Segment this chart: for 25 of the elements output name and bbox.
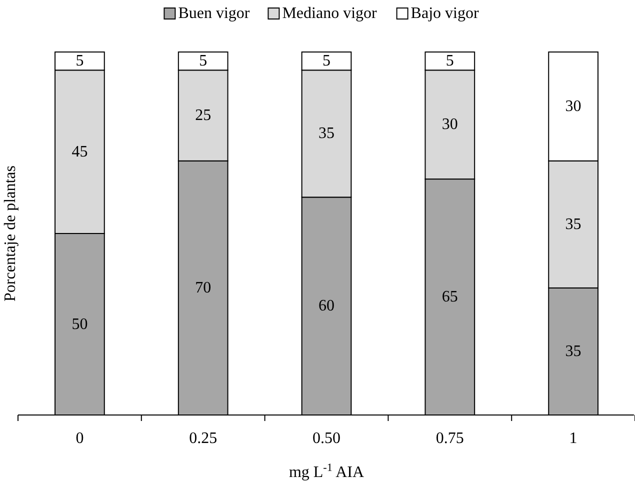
x-tick-label: 1 (569, 430, 578, 447)
x-axis-title: mg L$^{-1}$ AIA (288, 462, 364, 481)
data-label: 35 (318, 125, 334, 142)
x-tick-label: 0.25 (189, 430, 218, 447)
data-label: 5 (199, 52, 208, 70)
legend-label: Bajo vigor (410, 5, 480, 22)
data-label: 50 (72, 316, 88, 333)
data-label: 5 (322, 52, 330, 70)
data-label: 30 (565, 98, 582, 115)
y-axis-title: Porcentaje de plantas (2, 166, 19, 302)
legend-label: Mediano vigor (282, 5, 378, 22)
data-label: 70 (195, 279, 212, 296)
x-tick-label: 0.50 (312, 430, 340, 447)
data-label: 45 (72, 143, 88, 160)
data-label: 35 (565, 342, 582, 360)
x-tick-label: 0.75 (436, 430, 464, 447)
data-label: 5 (76, 52, 84, 70)
data-label: 35 (565, 216, 582, 233)
data-label: 60 (318, 298, 334, 315)
data-label: 5 (446, 52, 454, 70)
data-label: 30 (442, 116, 458, 134)
data-label: 65 (442, 288, 458, 306)
x-tick-label: 0 (76, 430, 84, 447)
legend-label: Buen vigor (178, 5, 250, 22)
data-label: 25 (195, 107, 212, 124)
